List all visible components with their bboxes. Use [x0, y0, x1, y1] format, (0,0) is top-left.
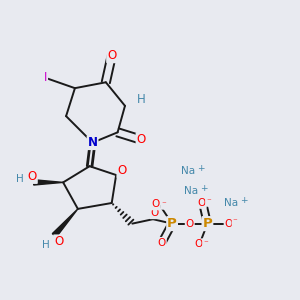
Text: H: H: [16, 174, 23, 184]
Text: O: O: [117, 164, 127, 177]
Text: +: +: [200, 184, 207, 194]
Text: I: I: [44, 71, 47, 84]
Text: O: O: [54, 236, 63, 248]
Text: P: P: [202, 217, 212, 230]
Text: O: O: [150, 208, 158, 218]
Text: O: O: [136, 133, 146, 146]
Text: Na: Na: [184, 186, 198, 196]
Text: ⁻: ⁻: [203, 239, 208, 248]
Text: Na: Na: [181, 166, 195, 176]
Text: ⁻: ⁻: [232, 218, 237, 226]
Text: O: O: [194, 239, 203, 249]
Polygon shape: [34, 180, 63, 185]
Text: O: O: [186, 219, 194, 229]
Text: H: H: [42, 240, 49, 250]
Text: O: O: [107, 49, 116, 62]
Text: Na: Na: [224, 198, 238, 208]
Text: ⁻: ⁻: [206, 197, 211, 206]
Text: H: H: [137, 93, 146, 106]
Text: P: P: [167, 217, 177, 230]
Text: O: O: [197, 198, 206, 208]
Text: ⁻: ⁻: [161, 200, 166, 209]
Text: O: O: [158, 238, 166, 248]
Text: O: O: [152, 200, 160, 209]
Text: O: O: [224, 219, 233, 229]
Polygon shape: [52, 209, 78, 237]
Text: +: +: [197, 164, 204, 173]
Text: +: +: [240, 196, 247, 205]
Text: O: O: [28, 170, 37, 183]
Text: N: N: [88, 136, 98, 149]
